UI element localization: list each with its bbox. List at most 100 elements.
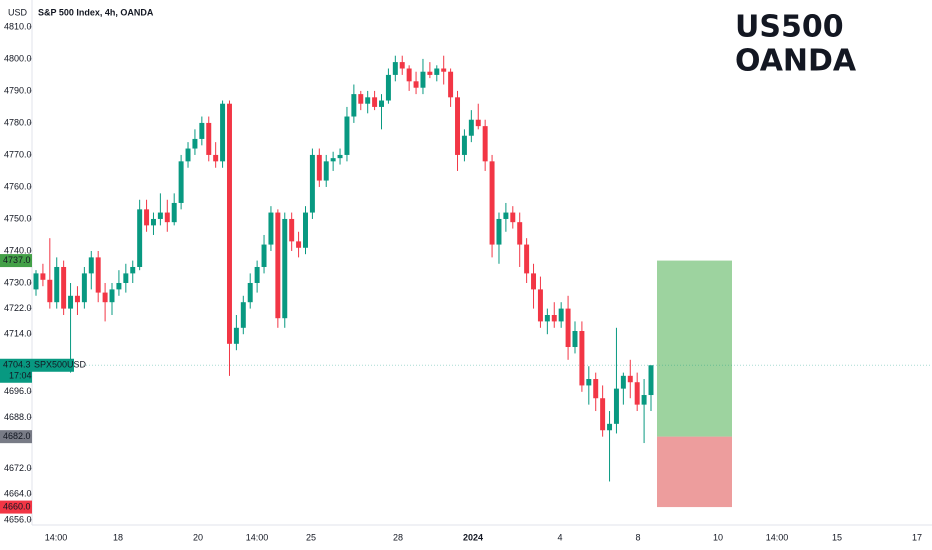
candle-body <box>544 315 550 322</box>
candle-body <box>268 212 274 245</box>
candle-body <box>531 273 537 290</box>
candle-body <box>406 68 412 82</box>
candle-body <box>40 273 46 280</box>
candle-body <box>648 365 654 396</box>
x-tick-label: 14:00 <box>246 532 269 542</box>
annotation: OANDA <box>735 44 857 79</box>
candle-body <box>206 122 212 155</box>
candle-body <box>81 273 87 303</box>
candle-body <box>337 154 343 159</box>
candle-body <box>537 289 543 322</box>
candle-body <box>199 122 205 139</box>
candle-body <box>226 103 232 344</box>
candle-body <box>461 135 467 155</box>
candle-body <box>220 103 226 162</box>
candle-body <box>47 279 53 303</box>
candle-body <box>344 116 350 155</box>
candle-body <box>123 273 129 283</box>
candle-body <box>247 282 253 303</box>
symbol-tag-label: SPX500USD <box>34 360 87 370</box>
y-tick-label: 4780.0 <box>4 117 32 127</box>
candle-body <box>448 71 454 98</box>
candle-body <box>74 295 80 303</box>
candle-body <box>379 100 384 107</box>
candle-body <box>455 97 461 155</box>
candle-body <box>144 209 150 226</box>
price-marker <box>0 358 32 383</box>
candle-body <box>565 308 571 348</box>
candle-body <box>607 423 613 431</box>
price-marker-time: 17:04 <box>9 371 32 381</box>
candle-body <box>517 222 523 245</box>
candle-body <box>641 395 647 405</box>
candle-body <box>261 244 267 267</box>
candle-body <box>399 62 405 69</box>
candle-body <box>572 331 578 348</box>
stop-zone <box>657 436 732 508</box>
x-tick-label: 14:00 <box>45 532 68 542</box>
candle-body <box>524 244 530 274</box>
candle-body <box>489 161 495 245</box>
candle-body <box>586 379 592 386</box>
candle-body <box>475 119 481 127</box>
candle-body <box>351 94 357 117</box>
candle-body <box>68 295 74 309</box>
candle-body <box>254 266 260 283</box>
candle-body <box>579 331 585 386</box>
y-tick-label: 4714.0 <box>4 329 32 339</box>
candle-body <box>558 308 564 322</box>
candle-body <box>102 292 108 303</box>
price-marker-label: 4704.3 <box>3 360 31 370</box>
y-tick-label: 4656.0 <box>4 514 32 524</box>
candle-body <box>240 302 246 328</box>
candle-body <box>420 71 426 88</box>
candle-body <box>441 68 447 72</box>
candle-body <box>275 212 281 319</box>
candle-body <box>303 212 308 248</box>
candle-body <box>413 81 419 88</box>
x-tick-label: 18 <box>113 532 123 542</box>
candle-body <box>157 212 163 219</box>
x-tick-label: 10 <box>713 532 723 542</box>
candle-body <box>150 218 156 226</box>
candle-body <box>88 257 94 274</box>
candle-body <box>427 71 433 75</box>
candle-body <box>372 97 378 107</box>
x-tick-label: 17 <box>912 532 922 542</box>
candle-body <box>116 282 122 290</box>
price-marker-label: 4660.0 <box>3 501 31 511</box>
y-tick-label: 4790.0 <box>4 85 32 95</box>
y-tick-label: 4800.0 <box>4 53 32 63</box>
candle-body <box>137 209 143 267</box>
candle-body <box>365 97 371 104</box>
candle-body <box>503 212 509 219</box>
candle-body <box>316 154 322 181</box>
price-marker <box>0 500 32 514</box>
y-tick-label: 4722.0 <box>4 303 32 313</box>
candle-body <box>385 74 391 101</box>
candle-body <box>620 375 626 389</box>
candle-body <box>289 218 295 242</box>
price-marker-label: 4737.0 <box>3 255 31 265</box>
candle-body <box>482 126 488 162</box>
candle-body <box>130 266 136 274</box>
symbol-tag <box>32 358 74 372</box>
y-tick-label: 4664.0 <box>4 489 32 499</box>
x-tick-label: 20 <box>193 532 203 542</box>
y-tick-label: 4750.0 <box>4 213 32 223</box>
currency: USD <box>8 7 28 17</box>
candle-body <box>171 202 177 223</box>
x-tick-label: 2024 <box>463 532 483 542</box>
candle-body <box>627 375 633 383</box>
candle-body <box>233 327 239 344</box>
target-zone <box>657 260 732 437</box>
candle-body <box>496 218 502 245</box>
y-tick-label: 4672.0 <box>4 463 32 473</box>
x-tick-label: 15 <box>832 532 842 542</box>
y-tick-label: 4696.0 <box>4 386 32 396</box>
y-tick-label: 4810.0 <box>4 21 32 31</box>
candle-body <box>434 68 440 75</box>
x-tick-label: 4 <box>557 532 562 542</box>
x-tick-label: 25 <box>306 532 316 542</box>
